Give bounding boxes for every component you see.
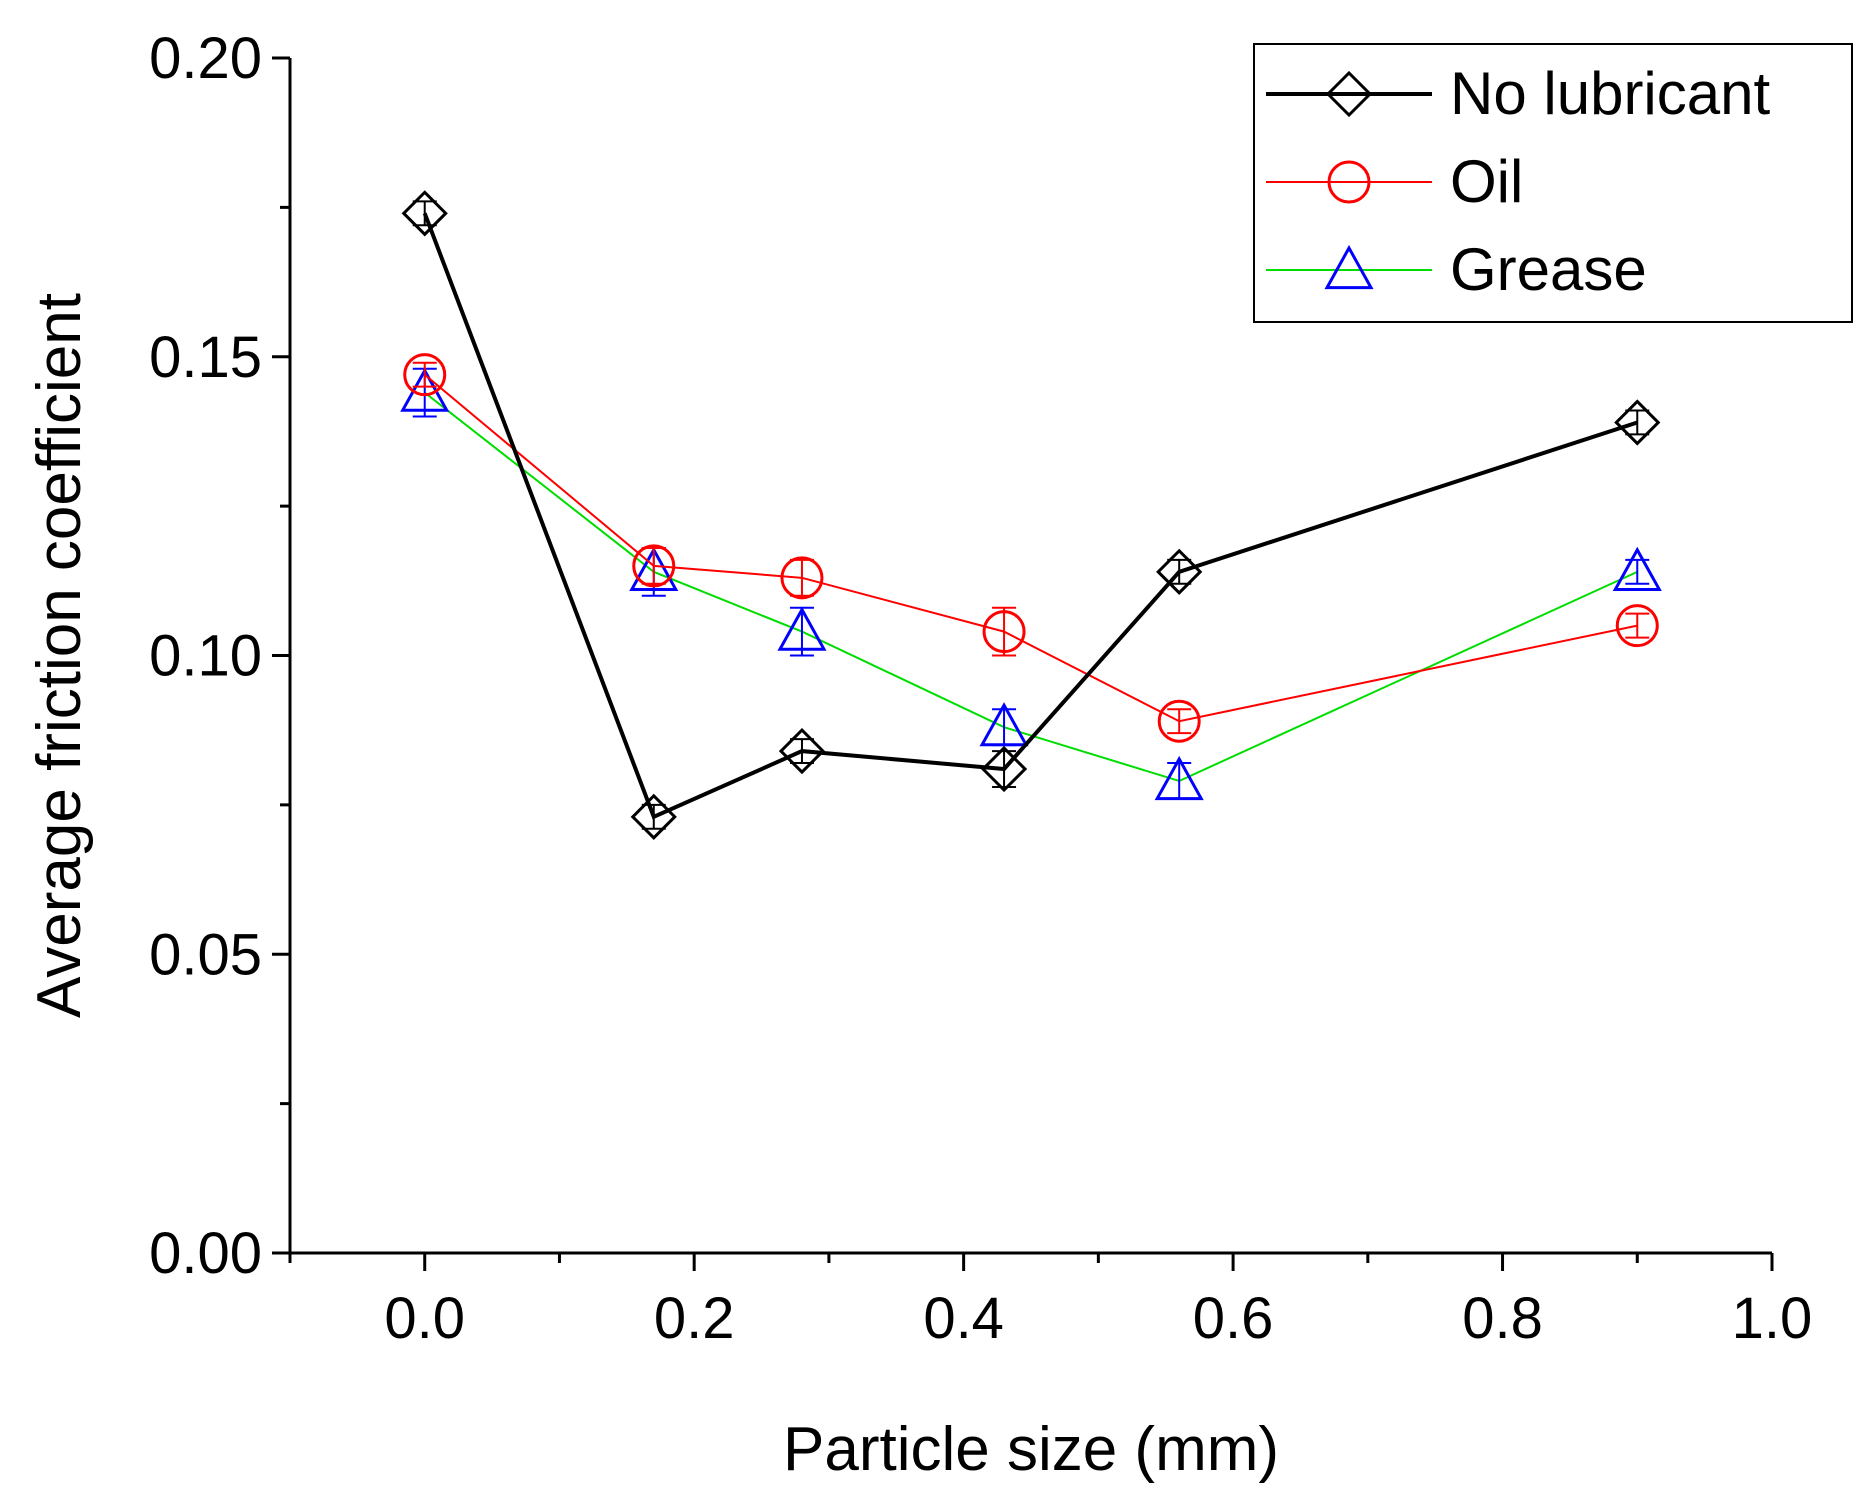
x-tick-label: 0.2 <box>654 1286 735 1351</box>
legend-marker <box>1325 70 1373 118</box>
legend-label: No lubricant <box>1450 60 1770 127</box>
data-point <box>632 544 676 588</box>
data-point <box>401 190 448 237</box>
data-point <box>778 727 826 775</box>
data-point <box>1614 399 1661 446</box>
data-point <box>1612 546 1662 591</box>
y-tick-label: 0.05 <box>149 922 262 987</box>
series-oil <box>403 353 1659 743</box>
y-tick-label: 0.15 <box>149 325 262 390</box>
data-point <box>982 610 1026 654</box>
data-point <box>629 546 679 591</box>
legend-label: Grease <box>1450 236 1647 303</box>
y-tick-label: 0.10 <box>149 624 262 689</box>
legend: No lubricant Oil Grease <box>1253 43 1853 323</box>
axes: 0.00 0.05 0.10 0.15 0.20 0.0 0.2 0.4 0.6 0.8 1.0 <box>149 26 1812 1351</box>
data-point <box>630 793 677 840</box>
data-point <box>979 702 1029 747</box>
series-layer <box>400 190 1662 840</box>
legend-marker <box>1324 244 1374 290</box>
x-tick-label: 0.0 <box>384 1286 465 1351</box>
data-point <box>1157 699 1201 743</box>
x-tick-label: 0.4 <box>923 1286 1004 1351</box>
data-point <box>1615 604 1659 648</box>
series-line <box>424 373 1638 723</box>
x-tick-label: 1.0 <box>1732 1286 1813 1351</box>
series-line <box>422 212 1638 820</box>
legend-marker <box>1327 160 1371 204</box>
data-point <box>777 606 827 651</box>
data-point <box>780 556 824 600</box>
series-no-lubricant <box>401 190 1661 840</box>
y-tick-label: 0.00 <box>149 1221 262 1286</box>
series-grease <box>400 367 1662 801</box>
legend-label: Oil <box>1450 148 1523 215</box>
y-tick-label: 0.20 <box>149 26 262 91</box>
x-tick-label: 0.6 <box>1193 1286 1274 1351</box>
data-point <box>980 745 1028 793</box>
x-tick-label: 0.8 <box>1462 1286 1543 1351</box>
y-axis-title: Average friction coefficient <box>25 293 94 1018</box>
x-axis-title: Particle size (mm) <box>783 1415 1279 1484</box>
series-line <box>424 391 1638 783</box>
data-point <box>1156 548 1203 595</box>
data-point <box>1154 755 1204 801</box>
data-point <box>403 353 447 397</box>
